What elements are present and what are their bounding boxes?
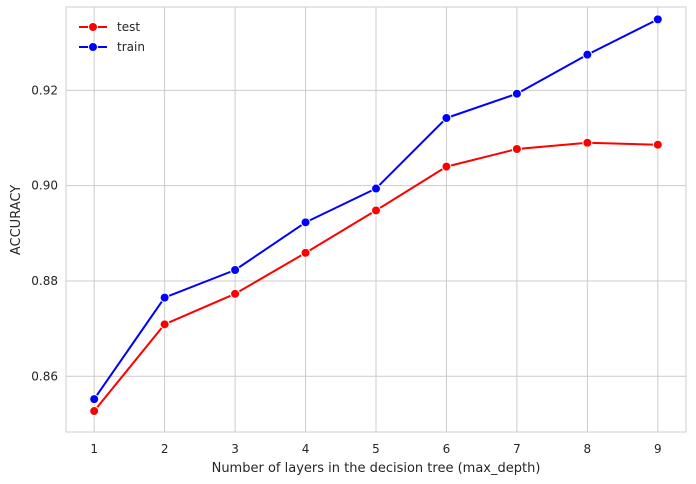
plot-frame	[65, 6, 687, 433]
x-tick-label: 5	[372, 442, 380, 456]
data-point-train	[300, 217, 311, 228]
legend-marker-train	[88, 42, 98, 52]
x-tick-label: 1	[90, 442, 98, 456]
x-tick-label: 3	[231, 442, 239, 456]
series-layer	[89, 14, 663, 417]
grid-lines	[66, 7, 686, 432]
data-point-test	[511, 143, 522, 154]
x-tick-label: 7	[513, 442, 521, 456]
legend-marker-test	[88, 22, 98, 32]
data-point-test	[582, 137, 593, 148]
x-tick-label: 6	[443, 442, 451, 456]
data-point-train	[511, 88, 522, 99]
data-point-train	[582, 49, 593, 60]
data-point-train	[159, 292, 170, 303]
x-axis-ticks: 1 2 3 4 5 6 7 8 9	[90, 442, 661, 456]
y-tick-label: 0.88	[31, 274, 58, 288]
y-tick-label: 0.86	[31, 369, 58, 383]
data-point-train	[89, 394, 100, 405]
data-point-test	[159, 319, 170, 330]
y-axis-label: ACCURACY	[9, 185, 24, 255]
data-point-test	[371, 205, 381, 216]
data-point-train	[441, 113, 452, 124]
x-tick-label: 4	[302, 442, 310, 456]
x-axis-label: Number of layers in the decision tree (m…	[212, 461, 541, 476]
data-point-train	[652, 14, 663, 25]
data-point-test	[441, 161, 452, 172]
legend-label-train: train	[117, 40, 145, 54]
x-tick-label: 9	[654, 442, 662, 456]
data-point-train	[371, 183, 381, 194]
data-point-test	[300, 247, 311, 258]
x-tick-label: 8	[584, 442, 592, 456]
y-tick-label: 0.92	[31, 83, 58, 97]
y-tick-label: 0.90	[31, 179, 58, 193]
y-axis-ticks: 0.86 0.88 0.90 0.92	[31, 83, 58, 383]
x-tick-label: 2	[161, 442, 169, 456]
legend-label-test: test	[117, 20, 140, 34]
data-point-test	[652, 139, 663, 150]
data-point-train	[230, 265, 241, 276]
legend: test train	[79, 20, 145, 54]
data-point-test	[230, 288, 241, 299]
data-point-test	[89, 406, 100, 417]
